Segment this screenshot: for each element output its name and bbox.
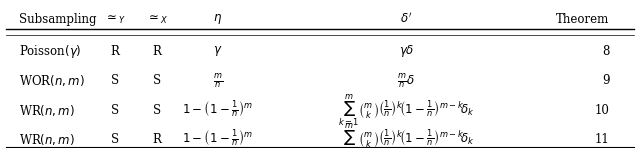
Text: S: S xyxy=(111,133,119,146)
Text: Subsampling: Subsampling xyxy=(19,13,97,26)
Text: 11: 11 xyxy=(595,133,609,146)
Text: R: R xyxy=(152,133,161,146)
Text: $\frac{m}{n}\delta$: $\frac{m}{n}\delta$ xyxy=(397,72,415,90)
Text: R: R xyxy=(152,45,161,58)
Text: 9: 9 xyxy=(602,74,609,87)
Text: S: S xyxy=(153,74,161,87)
Text: Theorem: Theorem xyxy=(556,13,609,26)
Text: $\delta'$: $\delta'$ xyxy=(400,12,413,26)
Text: WR$(n,m)$: WR$(n,m)$ xyxy=(19,103,76,118)
Text: 10: 10 xyxy=(595,104,609,117)
Text: S: S xyxy=(111,104,119,117)
Text: $1-\left(1-\frac{1}{n}\right)^{m}$: $1-\left(1-\frac{1}{n}\right)^{m}$ xyxy=(182,129,253,148)
Text: $\sum_{k=1}^{m}\binom{m}{k}\left(\frac{1}{n}\right)^{k}\!\left(1-\frac{1}{n}\rig: $\sum_{k=1}^{m}\binom{m}{k}\left(\frac{1… xyxy=(338,121,475,148)
Text: S: S xyxy=(153,104,161,117)
Text: $\gamma$: $\gamma$ xyxy=(213,44,222,58)
Text: Poisson$(\gamma)$: Poisson$(\gamma)$ xyxy=(19,43,82,59)
Text: WOR$(n,m)$: WOR$(n,m)$ xyxy=(19,73,85,88)
Text: 8: 8 xyxy=(602,45,609,58)
Text: $1-\left(1-\frac{1}{n}\right)^{m}$: $1-\left(1-\frac{1}{n}\right)^{m}$ xyxy=(182,100,253,120)
Text: S: S xyxy=(111,74,119,87)
Text: R: R xyxy=(111,45,120,58)
Text: $\gamma\delta$: $\gamma\delta$ xyxy=(399,43,414,59)
Text: $\eta$: $\eta$ xyxy=(213,12,222,26)
Text: $\simeq_Y$: $\simeq_Y$ xyxy=(104,13,126,26)
Text: $\sum_{k=1}^{m}\binom{m}{k}\left(\frac{1}{n}\right)^{k}\!\left(1-\frac{1}{n}\rig: $\sum_{k=1}^{m}\binom{m}{k}\left(\frac{1… xyxy=(338,92,475,128)
Text: $\frac{m}{n}$: $\frac{m}{n}$ xyxy=(212,72,223,90)
Text: $\simeq_X$: $\simeq_X$ xyxy=(146,13,168,26)
Text: WR$(n,m)$: WR$(n,m)$ xyxy=(19,132,76,147)
